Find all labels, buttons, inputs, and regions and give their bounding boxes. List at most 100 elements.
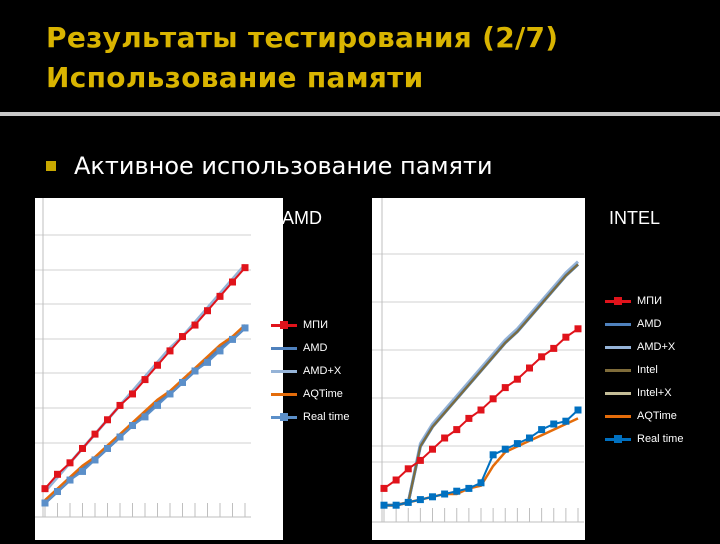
amd-point-real-time bbox=[141, 413, 149, 421]
amd-legend-item: AQTime bbox=[271, 382, 349, 405]
amd-point-real-time bbox=[129, 422, 136, 430]
amd-point-mpi bbox=[216, 292, 224, 300]
amd-point-real-time bbox=[66, 476, 74, 484]
chart-intel bbox=[372, 198, 585, 540]
amd-point-mpi bbox=[241, 264, 249, 272]
amd-point-real-time bbox=[179, 378, 186, 386]
intel-legend-label: Real time bbox=[637, 432, 684, 445]
chart-amd-legend: МПИ AMD AMD+X AQTime Real time bbox=[271, 313, 349, 428]
intel-series-real-time bbox=[384, 409, 579, 507]
intel-legend-label: МПИ bbox=[637, 294, 662, 307]
amd-point-real-time bbox=[104, 444, 111, 452]
intel-point-mpi bbox=[404, 465, 412, 473]
legend-marker-icon bbox=[614, 296, 622, 305]
legend-line-icon bbox=[605, 391, 631, 395]
slide-title-line1: Результаты тестирования (2/7) bbox=[46, 21, 559, 54]
legend-line-icon bbox=[271, 392, 297, 396]
title-bar: Результаты тестирования (2/7) Использова… bbox=[0, 0, 720, 112]
legend-marker-icon bbox=[280, 320, 288, 329]
legend-line-icon bbox=[271, 369, 297, 373]
intel-point-mpi bbox=[380, 484, 388, 492]
amd-point-real-time bbox=[216, 347, 224, 355]
intel-series-amd-xx bbox=[384, 260, 580, 507]
chart-amd-title: AMD bbox=[282, 208, 322, 228]
intel-legend-item: AMD bbox=[605, 312, 683, 335]
amd-legend-label: AQTime bbox=[303, 387, 343, 400]
legend-line-icon bbox=[271, 346, 297, 350]
amd-series-aqtime bbox=[44, 324, 246, 502]
amd-point-real-time bbox=[229, 335, 236, 343]
intel-legend-swatch bbox=[605, 387, 631, 399]
intel-legend-swatch bbox=[605, 341, 631, 353]
amd-legend-swatch bbox=[271, 319, 297, 331]
slide-title: Результаты тестирования (2/7) Использова… bbox=[46, 18, 558, 98]
intel-legend-swatch bbox=[605, 433, 631, 445]
intel-point-real-time bbox=[404, 498, 412, 506]
amd-point-mpi bbox=[229, 278, 236, 286]
bullet-text: Активное использование памяти bbox=[74, 152, 493, 180]
intel-point-mpi bbox=[392, 476, 400, 484]
amd-point-real-time bbox=[41, 499, 49, 507]
intel-point-mpi bbox=[574, 325, 582, 333]
bullet-item: Активное использование памяти bbox=[46, 152, 493, 180]
slide-title-line2: Использование памяти bbox=[46, 61, 424, 94]
amd-legend-swatch bbox=[271, 342, 297, 354]
intel-point-mpi bbox=[501, 384, 509, 392]
intel-series-amd bbox=[384, 263, 580, 507]
intel-legend-item: МПИ bbox=[605, 289, 683, 312]
chart-intel-legend: МПИ AMD AMD+X Intel Intel+X AQTime Real time bbox=[605, 289, 683, 450]
amd-legend-item: МПИ bbox=[271, 313, 349, 336]
intel-legend-swatch bbox=[605, 295, 631, 307]
amd-point-mpi bbox=[41, 485, 49, 493]
legend-marker-icon bbox=[614, 434, 622, 443]
amd-legend-label: AMD bbox=[303, 341, 328, 354]
amd-point-mpi bbox=[166, 347, 174, 355]
amd-point-mpi bbox=[54, 470, 61, 478]
legend-line-icon bbox=[605, 414, 631, 418]
chart-intel-plot bbox=[372, 198, 584, 523]
intel-point-real-time bbox=[574, 406, 582, 414]
amd-point-mpi bbox=[179, 333, 186, 341]
intel-point-real-time bbox=[526, 434, 533, 442]
intel-point-mpi bbox=[416, 456, 424, 464]
amd-point-real-time bbox=[79, 467, 86, 475]
amd-point-real-time bbox=[116, 433, 124, 441]
amd-legend-label: AMD+X bbox=[303, 364, 342, 377]
intel-series-intel-xx bbox=[384, 263, 580, 507]
intel-point-mpi bbox=[538, 353, 546, 361]
intel-point-mpi bbox=[562, 333, 570, 341]
intel-point-real-time bbox=[562, 417, 570, 425]
amd-legend-label: Real time bbox=[303, 410, 350, 423]
intel-point-real-time bbox=[477, 479, 485, 487]
chart-amd-plot bbox=[35, 198, 251, 518]
intel-legend-item: AQTime bbox=[605, 404, 683, 427]
bullet-square-icon bbox=[46, 161, 56, 171]
intel-point-mpi bbox=[453, 426, 461, 434]
intel-point-real-time bbox=[416, 496, 424, 504]
legend-line-icon bbox=[605, 322, 631, 326]
amd-legend-swatch bbox=[271, 411, 297, 423]
intel-legend-item: Real time bbox=[605, 427, 683, 450]
intel-point-real-time bbox=[453, 487, 461, 495]
amd-legend-label: МПИ bbox=[303, 318, 328, 331]
amd-point-mpi bbox=[141, 376, 149, 384]
amd-point-real-time bbox=[54, 488, 61, 496]
intel-series-intel bbox=[384, 263, 579, 507]
amd-legend-item: AMD+X bbox=[271, 359, 349, 382]
amd-legend-item: Real time bbox=[271, 405, 349, 428]
intel-legend-swatch bbox=[605, 364, 631, 376]
intel-point-real-time bbox=[489, 451, 497, 459]
chart-intel-title: INTEL bbox=[609, 208, 661, 228]
intel-legend-label: Intel+X bbox=[637, 386, 672, 399]
intel-legend-item: Intel+X bbox=[605, 381, 683, 404]
intel-point-mpi bbox=[526, 364, 533, 372]
intel-point-real-time bbox=[538, 426, 546, 434]
intel-legend-label: AQTime bbox=[637, 409, 677, 422]
amd-legend-swatch bbox=[271, 365, 297, 377]
amd-point-mpi bbox=[79, 444, 86, 452]
amd-point-mpi bbox=[116, 401, 124, 409]
amd-point-mpi bbox=[191, 321, 199, 329]
intel-point-mpi bbox=[441, 434, 449, 442]
intel-legend-swatch bbox=[605, 318, 631, 330]
amd-point-real-time bbox=[241, 324, 249, 332]
